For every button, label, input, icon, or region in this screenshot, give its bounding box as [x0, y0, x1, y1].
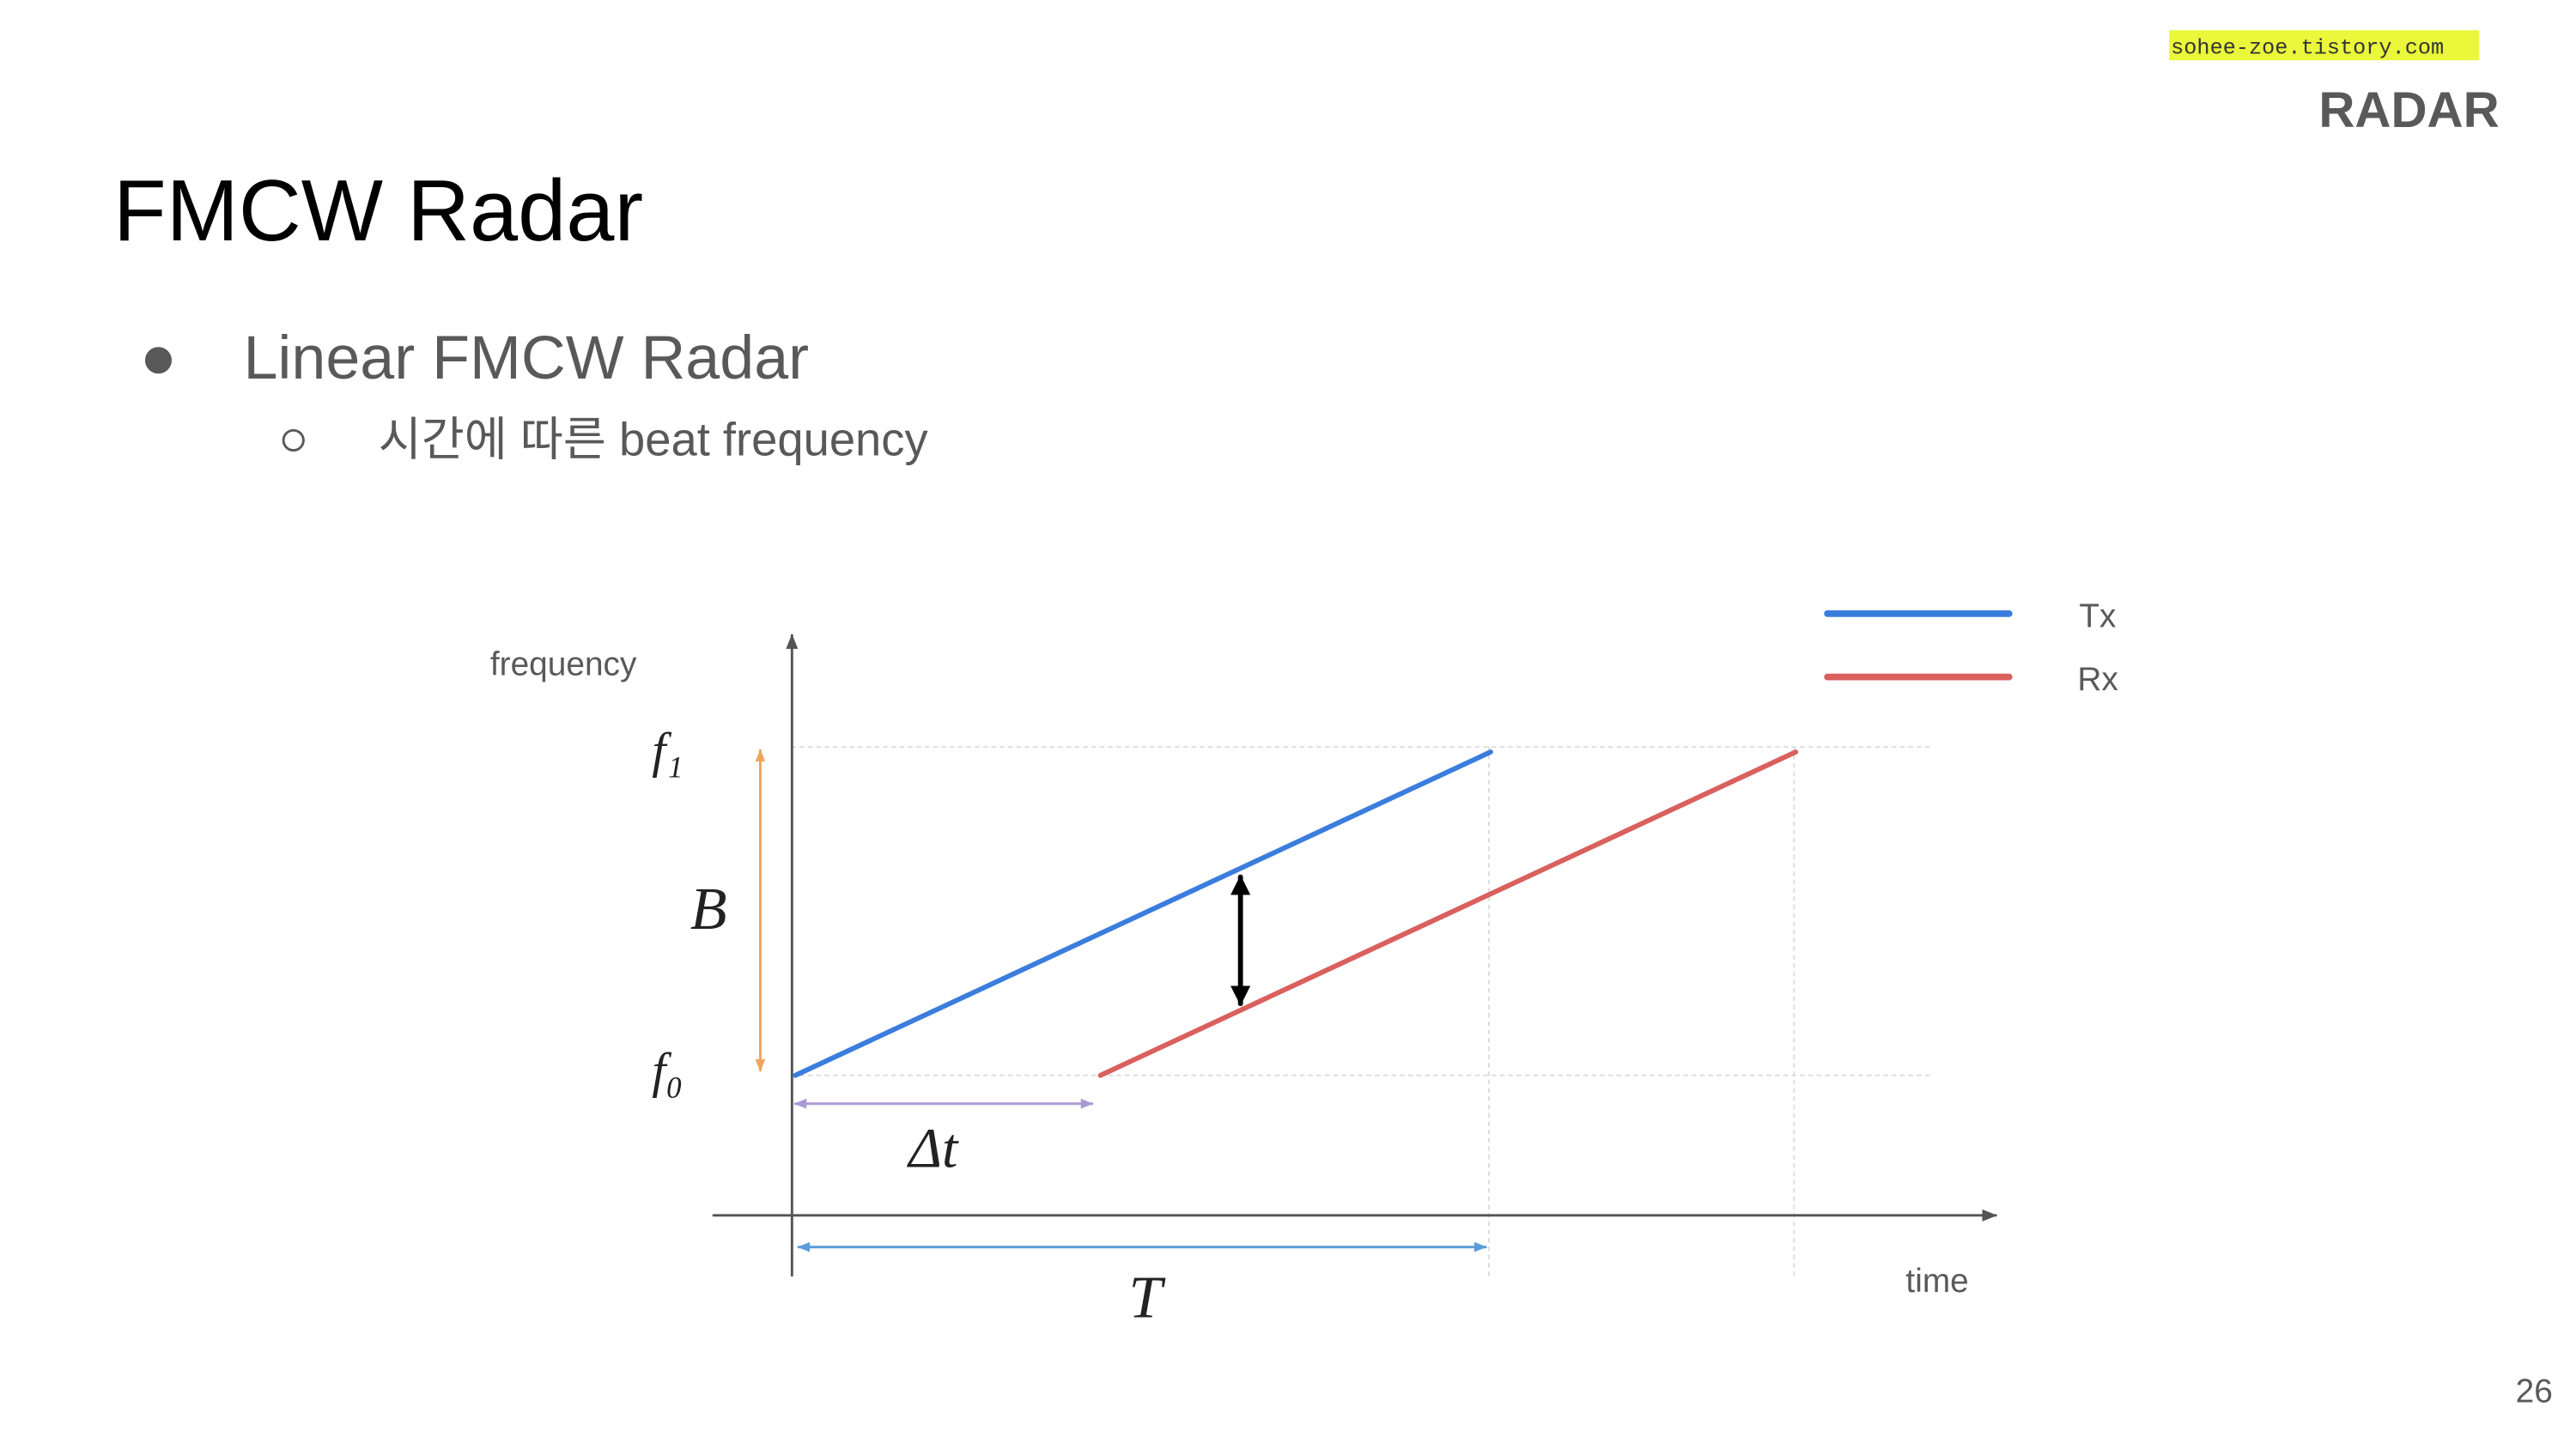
- bullet-dot: [144, 347, 172, 374]
- rx-line: [1097, 749, 1799, 1078]
- delay-label: Δt: [906, 1118, 959, 1180]
- sub-bullet-dot: [282, 428, 305, 452]
- guide-lines: [791, 746, 1935, 1276]
- watermark-highlight: [2169, 30, 2480, 61]
- f0-label: f₀: [652, 1042, 683, 1098]
- bullet-text: Linear FMCW Radar: [243, 324, 809, 392]
- slide-title: FMCW Radar: [113, 163, 643, 259]
- watermark: sohee-zoe.tistory.com: [2171, 35, 2444, 60]
- legend-label: Tx: [2079, 597, 2116, 634]
- page-number: 26: [2516, 1373, 2553, 1410]
- tx-line: [793, 749, 1493, 1078]
- sub-bullet-text: 시간에 따른 beat frequency: [379, 413, 929, 465]
- f1-label: f₁: [652, 723, 683, 779]
- x-axis-label: time: [1905, 1263, 1968, 1300]
- section-label: RADAR: [2318, 82, 2499, 138]
- period-label: T: [1129, 1264, 1166, 1331]
- bandwidth-label: B: [690, 876, 727, 943]
- diagram: frequency time f₁ f₀ B Δt T Tx Rx: [490, 597, 2118, 1331]
- legend-label: Rx: [2077, 661, 2117, 698]
- y-axis-label: frequency: [490, 646, 637, 683]
